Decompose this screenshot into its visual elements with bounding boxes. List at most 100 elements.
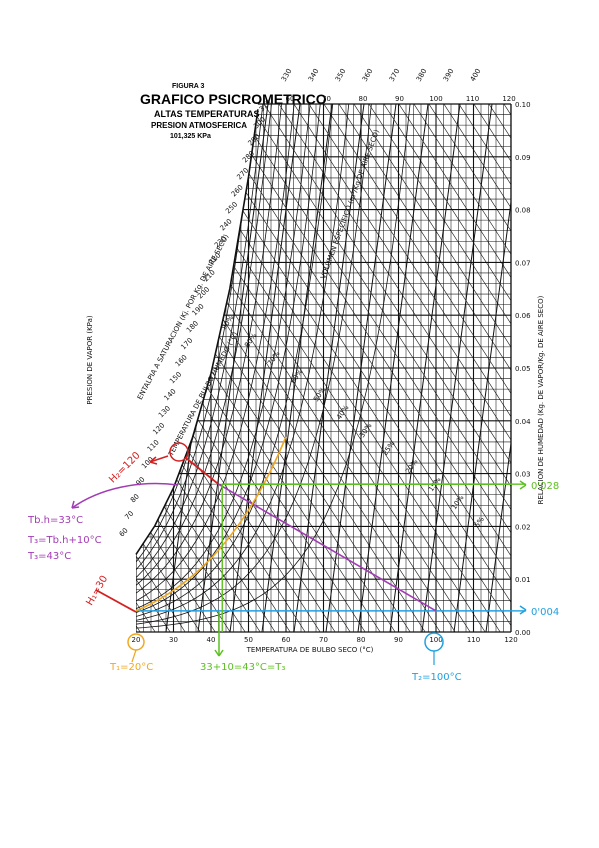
enthalpy-line: [136, 104, 377, 632]
enthalpy-line: [205, 104, 511, 632]
enthalpy-line: [566, 84, 599, 672]
enthalpy-line: [136, 104, 392, 632]
enthalpy-line: [136, 104, 167, 632]
pressure-label: PRESION ATMOSFERICA: [151, 121, 247, 130]
purple-process-line: [218, 483, 437, 612]
specific-volume-line: [229, 104, 301, 632]
h2-arrow-head: [149, 456, 158, 465]
top-tick-label: 80: [359, 95, 368, 103]
specific-volume-line: [357, 104, 429, 632]
enthalpy-line: [250, 104, 511, 632]
x-tick-label: 70: [319, 636, 328, 644]
enthalpy-line: [0, 84, 91, 672]
t1-arrow: [131, 649, 137, 663]
h1-line: [95, 589, 137, 613]
y-tick-label: 0.05: [515, 365, 531, 373]
y-tick-label: 0.00: [515, 629, 531, 637]
top-enthalpy-label: 330: [280, 67, 294, 83]
y-tick-label: 0.07: [515, 259, 531, 267]
enthalpy-line: [136, 104, 317, 632]
specific-volume-line: [550, 104, 599, 632]
rh-label: 80%: [243, 332, 259, 350]
specific-volume-line: [389, 104, 461, 632]
top-tick-label: 60: [286, 95, 295, 103]
y-tick-label: 0.04: [515, 418, 531, 426]
saturation-curve: [135, 103, 512, 633]
enthalpy-line: [295, 104, 511, 632]
enthalpy-line: [310, 104, 511, 632]
tbh-arrow-head: [71, 500, 80, 509]
specific-volume-line: [293, 104, 365, 632]
top-enthalpy-label: 380: [415, 67, 429, 83]
w-green-annotation: 0'028: [531, 481, 559, 492]
enthalpy-line: [190, 104, 511, 632]
t1-annotation: T₁=20°C: [109, 662, 153, 673]
enthalpy-line: [445, 104, 511, 632]
h2-arrow: [149, 455, 169, 463]
enthalpy-line: [581, 84, 599, 672]
w-blue-annotation: 0'004: [531, 607, 559, 618]
top-enthalpy-label: 390: [442, 67, 456, 83]
enthalpy-line: [136, 104, 137, 632]
vapor-pressure-title: PRESION DE VAPOR (KPa): [86, 315, 94, 404]
rh-label: 10%: [450, 494, 466, 512]
wetbulb-axis-title: TEMPERATURA DE BULBO HUMEDO (°C): [167, 330, 240, 458]
enthalpy-line: [220, 104, 511, 632]
top-enthalpy-label: 340: [307, 67, 321, 83]
enthalpy-line: [160, 104, 511, 632]
relative-humidity-curve: [136, 104, 511, 578]
t3-green-annotation: 33+10=43°C=T₃: [200, 662, 285, 673]
enthalpy-line: [0, 84, 76, 672]
specific-volume-line: [421, 104, 493, 632]
relative-humidity-curve: [136, 104, 511, 610]
x-axis-title: TEMPERATURA DE BULBO SECO (°C): [246, 646, 374, 654]
relative-humidity-curve: [136, 104, 511, 594]
specific-volume-line: [582, 104, 599, 632]
enthalpy-line: [325, 104, 511, 632]
x-tick-label: 20: [132, 636, 141, 644]
relative-humidity-curve: [136, 104, 511, 571]
x-tick-label: 40: [207, 636, 216, 644]
x-tick-label: 110: [467, 636, 480, 644]
top-enthalpy-label: 370: [388, 67, 402, 83]
specific-volume-line: [453, 104, 511, 632]
diag-enthalpy-label: 80: [129, 492, 141, 504]
figure-number: FIGURA 3: [172, 83, 205, 90]
enthalpy-line: [0, 84, 31, 672]
diag-enthalpy-label: 250: [224, 200, 239, 215]
enthalpy-line: [136, 104, 422, 632]
relative-humidity-curve: [136, 104, 511, 621]
top-tick-label: 90: [395, 95, 404, 103]
chart-title: GRAFICO PSICROMETRICO: [140, 91, 327, 107]
relative-humidity-curve: [136, 104, 511, 629]
x-tick-label: 100: [429, 636, 442, 644]
process-lines: [135, 436, 526, 632]
diag-enthalpy-label: 120: [151, 421, 166, 436]
h2-circle: [169, 442, 189, 462]
rh-label: 5%: [473, 515, 486, 529]
tbh-annotation: Tb.h=33°C: [27, 515, 83, 526]
relative-humidity-curve: [136, 104, 511, 613]
diag-enthalpy-label: 70: [123, 509, 135, 521]
enthalpy-line: [136, 104, 272, 632]
relative-humidity-curve: [136, 104, 511, 602]
y-axis-title: RELACION DE HUMEDAD (Kg. DE VAPOR/Kg. DE…: [537, 295, 545, 504]
x-tick-label: 120: [504, 636, 517, 644]
enthalpy-line: [235, 104, 511, 632]
top-tick-label: 120: [502, 95, 515, 103]
pressure-value: 101,325 KPa: [170, 133, 211, 140]
diag-enthalpy-label: 180: [185, 319, 200, 334]
t2-annotation: T₂=100°C: [411, 672, 462, 683]
w-blue-arrow-head: [519, 605, 527, 615]
axis-labels: 20 30 40 50 60 70 80 90 100 110 1200.000.010.020.0…: [118, 67, 531, 644]
rh-label: 40%: [335, 404, 351, 422]
specific-volume-line: [485, 104, 511, 632]
relative-humidity-curve: [136, 104, 511, 625]
rh-label: 70%: [266, 350, 282, 368]
w-green-arrow-head: [519, 480, 527, 490]
diag-enthalpy-label: 150: [168, 370, 183, 385]
diag-enthalpy-label: 140: [163, 387, 178, 402]
enthalpy-line: [136, 104, 227, 632]
enthalpy-line: [136, 104, 152, 632]
red-process-line: [185, 457, 220, 485]
